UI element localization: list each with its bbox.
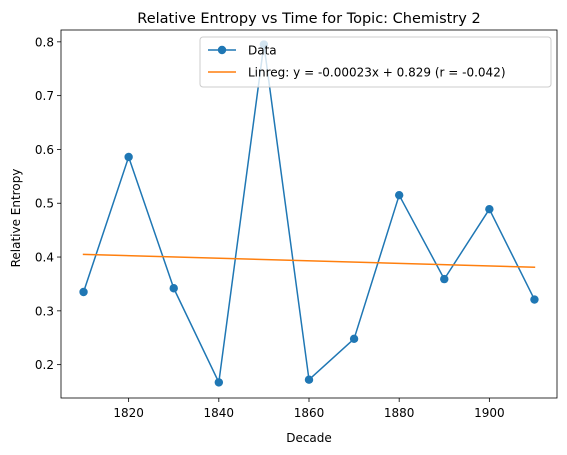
y-tick-label: 0.6 — [35, 143, 54, 157]
data-point — [394, 190, 404, 200]
plot-area: 1820 1840 1860 1880 1900 0.2 0.3 0.4 0.5 0.6 0.7 0.… — [35, 29, 558, 420]
x-tick-label: 1840 — [204, 406, 235, 420]
y-axis-label: Relative Entropy — [9, 169, 23, 268]
x-tick-label: 1900 — [474, 406, 505, 420]
data-point — [485, 204, 494, 214]
y-tick-label: 0.2 — [35, 358, 54, 372]
data-point — [214, 378, 224, 387]
data-point — [440, 274, 449, 284]
y-tick-label: 0.7 — [35, 89, 54, 103]
x-tick-label: 1880 — [384, 406, 415, 420]
chart-title: Relative Entropy vs Time for Topic: Chem… — [137, 11, 480, 27]
data-point — [124, 152, 133, 162]
data-point — [530, 295, 539, 304]
y-tick-label: 0.3 — [35, 304, 54, 318]
data-point — [304, 375, 314, 384]
legend-marker — [217, 45, 227, 55]
y-tick-label: 0.8 — [35, 35, 54, 49]
data-point — [79, 287, 88, 297]
legend-label: Data — [248, 44, 277, 58]
legend-label: Linreg: y = -0.00023x + 0.829 (r = -0.04… — [248, 66, 506, 80]
legend-box — [199, 36, 552, 88]
legend: Data Linreg: y = -0.00023x + 0.829 (r = -… — [199, 36, 552, 88]
x-tick-label: 1860 — [294, 406, 325, 420]
data-point — [169, 284, 178, 293]
axes-frame — [60, 29, 558, 399]
data-point — [349, 334, 359, 344]
linreg-line — [82, 253, 536, 269]
y-tick-label: 0.5 — [35, 197, 54, 211]
y-tick-label: 0.4 — [35, 251, 54, 265]
x-axis-label: Decade — [286, 431, 332, 445]
x-tick-label: 1820 — [113, 406, 144, 420]
